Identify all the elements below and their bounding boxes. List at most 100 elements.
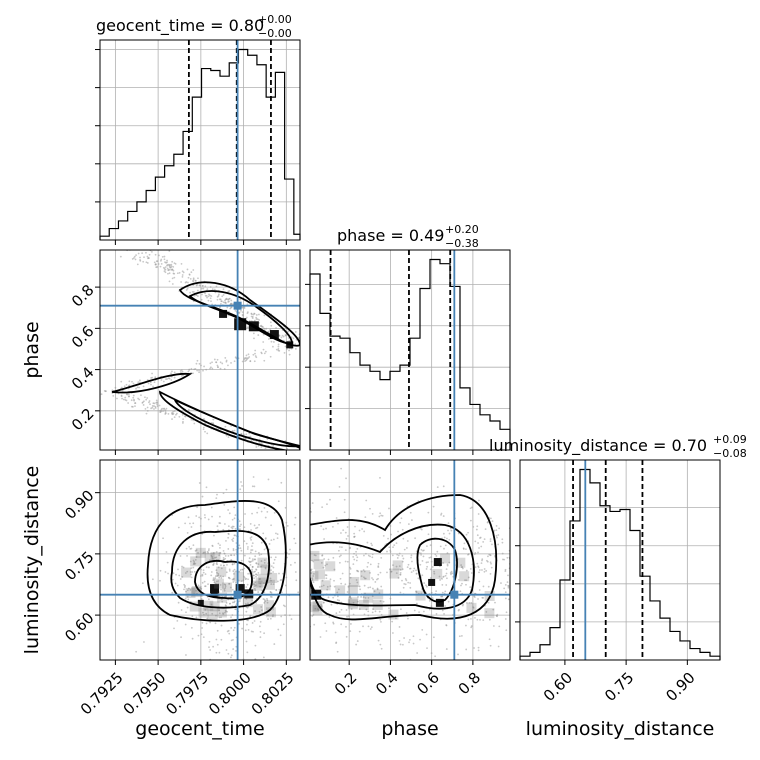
sample-point (348, 615, 350, 618)
sample-point (399, 568, 402, 571)
sample-point (386, 571, 388, 574)
sample-point (210, 603, 213, 606)
sample-point (238, 570, 240, 573)
sample-point (194, 558, 197, 561)
sample-point (448, 561, 451, 564)
sample-point (319, 636, 322, 638)
sample-point (251, 558, 254, 560)
sample-point (132, 396, 135, 399)
sample-point (229, 307, 232, 310)
hist-panel-phase (305, 249, 511, 455)
sample-point (288, 353, 291, 356)
sample-point (200, 587, 203, 590)
sample-point (230, 627, 233, 629)
sample-point (335, 642, 337, 645)
sample-point (172, 265, 175, 268)
sample-point (217, 574, 220, 577)
sample-point (477, 551, 479, 554)
density-cell (264, 600, 275, 611)
sample-point (250, 560, 253, 563)
sample-point (311, 577, 314, 580)
sample-point (391, 554, 394, 557)
sample-point (164, 409, 167, 412)
sample-point (216, 364, 219, 367)
sample-point (210, 571, 213, 573)
sample-point (134, 258, 137, 261)
sample-point (190, 567, 193, 570)
density-cell (197, 599, 204, 606)
sample-point (153, 408, 155, 410)
sample-point (431, 566, 434, 568)
sample-point (258, 554, 261, 556)
sample-point (413, 567, 416, 570)
sample-point (200, 633, 203, 636)
sample-point (230, 639, 233, 642)
sample-point (445, 648, 448, 650)
sample-point (270, 569, 272, 572)
sample-point (186, 554, 188, 557)
sample-point (340, 608, 343, 611)
sample-point (486, 560, 489, 563)
sample-point (388, 546, 391, 549)
sample-point (230, 558, 233, 561)
sample-point (219, 361, 222, 364)
sample-point (215, 614, 217, 617)
sample-point (249, 523, 252, 525)
sample-point (380, 620, 382, 623)
sample-point (208, 646, 210, 649)
sample-point (270, 324, 273, 327)
sample-point (206, 617, 209, 620)
sample-point (507, 574, 509, 577)
sample-point (239, 488, 242, 491)
sample-point (187, 276, 190, 279)
sample-point (429, 568, 432, 571)
sample-point (303, 574, 305, 576)
sample-point (438, 575, 441, 578)
density-cell (360, 570, 371, 581)
xtick-label-phase: 0.2 (331, 669, 361, 699)
sample-point (371, 512, 374, 515)
sample-point (260, 553, 263, 556)
sample-point (181, 270, 184, 273)
sample-point (271, 615, 274, 618)
sample-point (395, 617, 397, 620)
sample-point (359, 588, 362, 591)
sample-point (139, 379, 141, 382)
sample-point (183, 588, 185, 591)
sample-point (260, 446, 263, 448)
sample-point (141, 252, 144, 255)
sample-point (131, 405, 134, 408)
sample-point (267, 478, 270, 481)
sample-point (427, 533, 430, 536)
sample-point (259, 325, 262, 327)
sample-point (268, 543, 271, 545)
sample-point (211, 612, 214, 615)
sample-point (332, 596, 335, 599)
sample-point (151, 405, 154, 407)
sample-point (181, 276, 184, 278)
sample-point (189, 588, 192, 591)
sample-point (492, 608, 495, 611)
sample-point (354, 525, 356, 528)
sample-point (294, 561, 296, 564)
sample-point (376, 588, 379, 591)
sample-point (446, 577, 448, 580)
sample-point (143, 641, 145, 643)
sample-point (175, 412, 178, 415)
sample-point (163, 258, 166, 261)
sample-point (280, 615, 283, 618)
sample-point (204, 516, 206, 519)
sample-point (246, 312, 249, 315)
sample-point (201, 627, 204, 629)
sample-point (218, 595, 221, 598)
sample-point (212, 422, 214, 425)
sample-point (269, 590, 272, 593)
sample-point (401, 643, 404, 646)
sample-point (216, 571, 218, 574)
sample-point (253, 577, 255, 580)
sample-point (465, 533, 468, 536)
sample-point (409, 582, 412, 584)
sample-point (186, 287, 189, 290)
sample-point (134, 402, 136, 405)
sample-point (417, 577, 420, 580)
